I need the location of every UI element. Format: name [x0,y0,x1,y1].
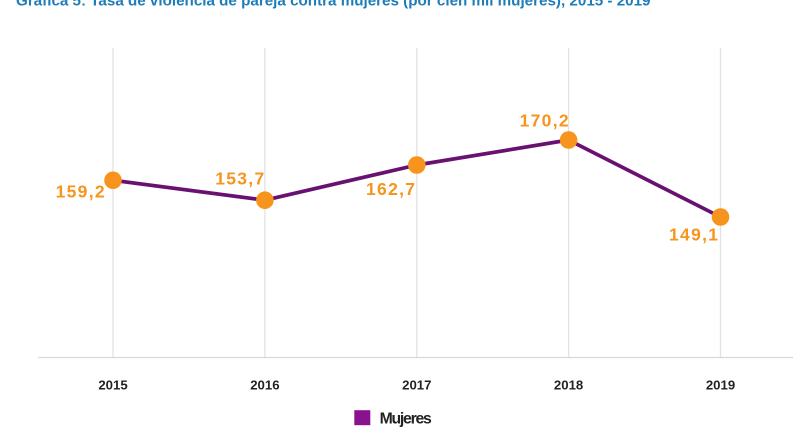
svg-text:2019: 2019 [706,378,735,393]
svg-text:153,7: 153,7 [215,169,265,189]
svg-text:2017: 2017 [402,378,431,393]
svg-text:170,2: 170,2 [520,111,570,131]
svg-text:159,2: 159,2 [56,182,106,202]
svg-text:149,1: 149,1 [669,225,719,245]
svg-text:Gráfica 5: Tasa de violencia d: Gráfica 5: Tasa de violencia de pareja c… [16,0,651,10]
svg-text:2016: 2016 [250,378,279,393]
svg-text:Mujeres: Mujeres [380,410,432,427]
svg-text:2015: 2015 [98,378,127,393]
svg-text:2018: 2018 [554,378,583,393]
svg-text:162,7: 162,7 [366,179,416,199]
